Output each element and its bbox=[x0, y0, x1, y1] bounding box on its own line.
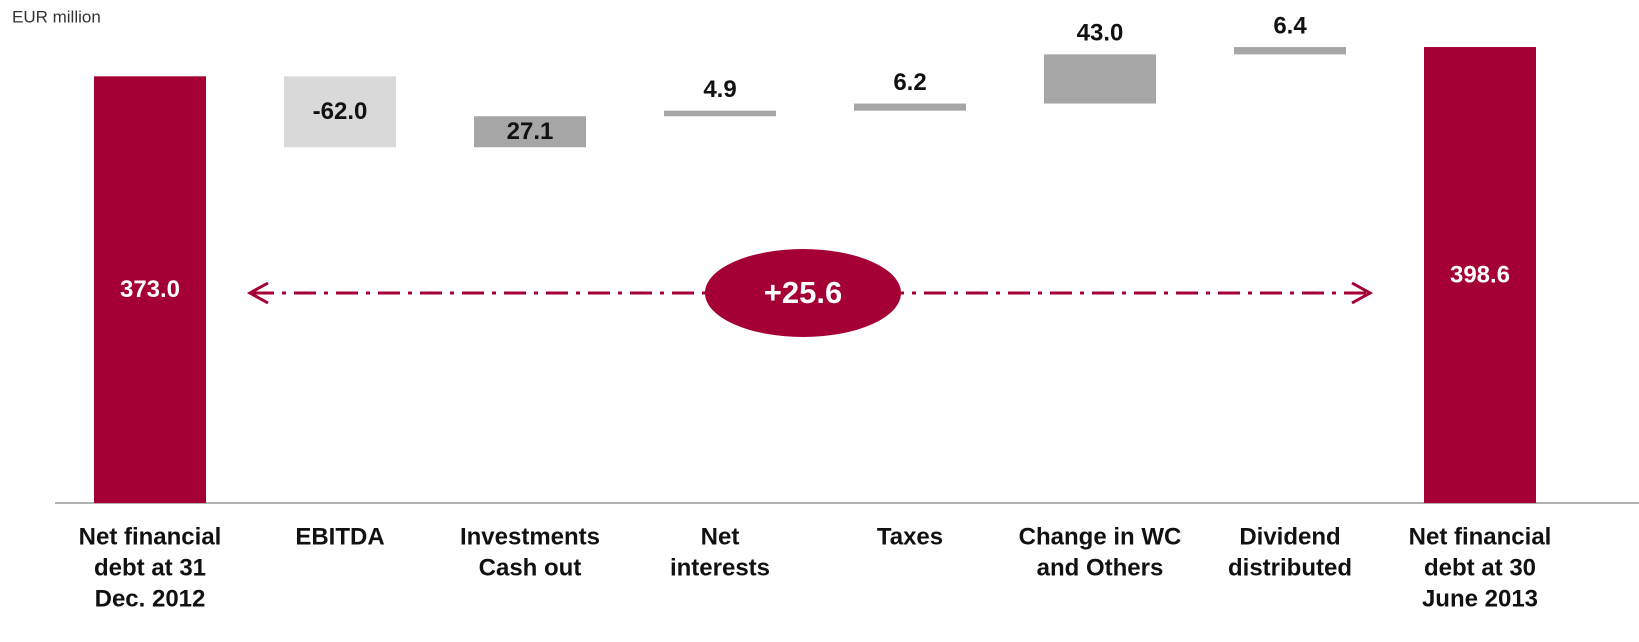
bar bbox=[664, 110, 776, 117]
value-label: 6.4 bbox=[1273, 12, 1307, 39]
x-tick-label: Investments bbox=[460, 523, 600, 550]
value-label: 6.2 bbox=[893, 69, 926, 96]
value-label: -62.0 bbox=[313, 98, 368, 125]
arrow-head-right bbox=[1351, 281, 1374, 305]
x-tick-label: debt at 31 bbox=[94, 554, 206, 581]
x-tick-label: Cash out bbox=[479, 554, 582, 581]
annotation-bubble bbox=[705, 249, 901, 337]
x-tick-label: Dec. 2012 bbox=[95, 585, 206, 612]
bar bbox=[284, 76, 396, 148]
x-tick-label: debt at 30 bbox=[1424, 554, 1536, 581]
x-tick-label: EBITDA bbox=[295, 523, 384, 550]
x-tick-label: distributed bbox=[1228, 554, 1352, 581]
value-label: 27.1 bbox=[507, 118, 554, 145]
annotation: +25.6 bbox=[764, 275, 842, 310]
x-tick-label: Dividend bbox=[1239, 523, 1340, 550]
x-tick-label: Change in WC bbox=[1019, 523, 1182, 550]
arrow-head-left bbox=[246, 281, 269, 305]
bar bbox=[1234, 47, 1346, 55]
bar bbox=[854, 103, 966, 111]
bar bbox=[1044, 54, 1156, 104]
value-label: 373.0 bbox=[120, 276, 180, 303]
x-tick-label: Net bbox=[701, 523, 740, 550]
x-tick-label: Taxes bbox=[877, 523, 943, 550]
bar bbox=[94, 76, 206, 503]
x-tick-label: June 2013 bbox=[1422, 585, 1538, 612]
unit-label: EUR million bbox=[12, 7, 101, 26]
value-label: 43.0 bbox=[1077, 20, 1124, 47]
value-label: 398.6 bbox=[1450, 261, 1510, 288]
bar bbox=[1424, 47, 1536, 503]
change-arrow: +25.6 bbox=[246, 249, 1374, 337]
x-tick-label: Net financial bbox=[1409, 523, 1552, 550]
value-label: 4.9 bbox=[703, 76, 736, 103]
x-tick-label: and Others bbox=[1037, 554, 1164, 581]
x-tick-label: Net financial bbox=[79, 523, 222, 550]
bar bbox=[474, 116, 586, 148]
x-tick-label: interests bbox=[670, 554, 770, 581]
